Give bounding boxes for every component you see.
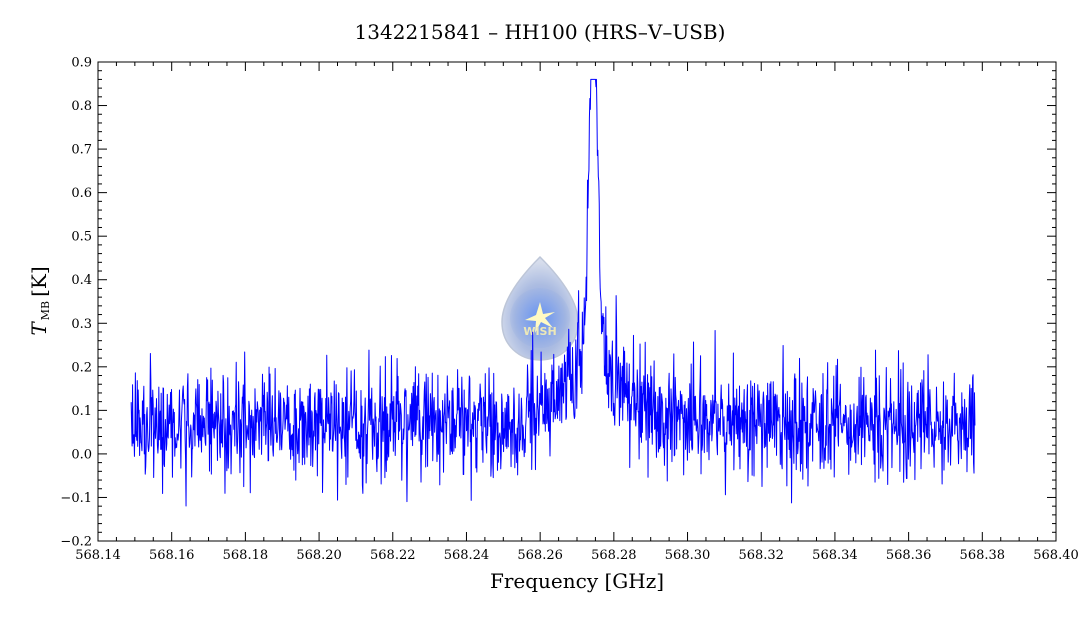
y-tick-label: 0.8 — [71, 99, 92, 114]
x-tick-label: 568.30 — [665, 548, 711, 563]
x-tick-label: 568.32 — [738, 548, 784, 563]
y-tick-label: 0.4 — [71, 273, 92, 288]
y-tick-label: 0.2 — [71, 360, 92, 375]
x-tick-label: 568.14 — [75, 548, 121, 563]
y-tick-label: −0.2 — [60, 535, 92, 550]
x-tick-label: 568.36 — [886, 548, 932, 563]
y-tick-label: 0.1 — [71, 404, 92, 419]
x-tick-label: 568.18 — [223, 548, 269, 563]
spectrum-line — [130, 78, 976, 507]
y-axis-label-main: T — [27, 321, 51, 336]
x-tick-label: 568.24 — [444, 548, 490, 563]
wish-logo-watermark: WISH — [501, 255, 579, 361]
x-tick-label: 568.40 — [1033, 548, 1079, 563]
x-tick-label: 568.38 — [960, 548, 1006, 563]
svg-text:TMB[K]: TMB [K] — [27, 266, 52, 335]
chart-title: 1342215841 – HH100 (HRS–V–USB) — [355, 20, 726, 44]
plot-frame — [97, 61, 1057, 542]
x-tick-label: 568.16 — [149, 548, 195, 563]
y-tick-label: 0.3 — [71, 317, 92, 332]
x-tick-label: 568.20 — [296, 548, 342, 563]
y-tick-label: 0.6 — [71, 186, 92, 201]
y-tick-label: −0.1 — [60, 491, 92, 506]
y-axis-label-unit: [K] — [27, 266, 51, 297]
y-tick-label: 0.7 — [71, 143, 92, 158]
y-tick-label: 0.0 — [71, 447, 92, 462]
y-tick-label: 0.5 — [71, 230, 92, 245]
x-tick-label: 568.22 — [370, 548, 416, 563]
x-axis-label: Frequency [GHz] — [490, 569, 664, 593]
x-tick-label: 568.34 — [812, 548, 858, 563]
x-tick-label: 568.26 — [517, 548, 563, 563]
watermark-text: WISH — [523, 325, 556, 338]
y-axis-label-sub: MB — [39, 301, 52, 320]
y-axis-label: TMB [K] — [27, 266, 52, 335]
y-tick-label: 0.9 — [71, 56, 92, 71]
x-tick-label: 568.28 — [591, 548, 637, 563]
